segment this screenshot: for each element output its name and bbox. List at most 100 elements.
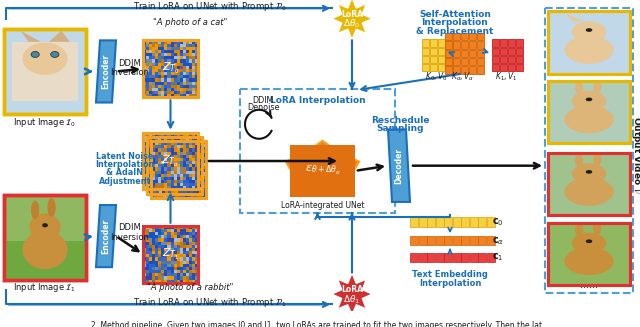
Bar <box>163 181 165 184</box>
Ellipse shape <box>47 198 56 217</box>
Text: Inversion: Inversion <box>110 68 149 77</box>
Bar <box>189 94 192 97</box>
Bar <box>422 64 429 72</box>
Bar <box>200 185 203 188</box>
Bar <box>196 156 199 159</box>
Bar <box>189 145 192 148</box>
Bar <box>182 176 184 179</box>
Bar <box>177 151 180 155</box>
Bar <box>152 69 156 72</box>
Bar <box>168 151 170 155</box>
Bar <box>192 183 195 186</box>
Bar <box>197 179 200 182</box>
Bar <box>184 178 187 181</box>
Bar <box>177 264 180 267</box>
Bar <box>168 62 170 66</box>
Bar <box>189 174 192 177</box>
Bar <box>177 139 180 142</box>
Bar <box>156 142 158 145</box>
Bar <box>143 43 146 47</box>
Bar <box>170 166 172 169</box>
Bar <box>199 165 202 168</box>
Bar <box>180 254 183 257</box>
Bar <box>156 186 158 190</box>
Bar <box>189 43 192 47</box>
Bar <box>161 94 164 97</box>
Bar <box>199 137 202 140</box>
Bar <box>156 187 159 190</box>
Bar <box>200 166 203 169</box>
Bar <box>156 136 158 139</box>
Bar <box>186 136 189 139</box>
Bar <box>177 273 180 276</box>
Bar <box>186 164 189 167</box>
Bar <box>143 91 146 94</box>
Bar <box>149 158 152 161</box>
Bar <box>177 226 180 229</box>
Bar <box>192 132 195 136</box>
Bar <box>164 235 168 238</box>
Bar <box>161 238 164 242</box>
Bar <box>159 149 163 152</box>
Bar <box>164 148 168 151</box>
Text: Self-Attention: Self-Attention <box>419 10 491 19</box>
Bar <box>170 169 172 172</box>
Bar <box>192 177 195 180</box>
Bar <box>164 280 168 283</box>
Bar <box>165 190 168 194</box>
Bar <box>143 142 146 145</box>
Bar <box>170 242 173 245</box>
Bar <box>184 184 187 187</box>
Bar <box>151 185 154 188</box>
Bar <box>193 178 196 181</box>
Bar <box>157 172 160 176</box>
Bar <box>170 144 172 147</box>
Bar <box>177 155 180 158</box>
Bar <box>177 53 180 56</box>
Bar <box>179 179 182 182</box>
Bar <box>180 62 183 66</box>
Bar <box>177 242 180 245</box>
Bar <box>149 264 152 267</box>
Bar <box>172 187 175 190</box>
Text: $K_1,V_1$: $K_1,V_1$ <box>495 70 517 83</box>
Bar <box>189 139 192 142</box>
Bar <box>164 66 168 69</box>
Bar <box>173 242 177 245</box>
Bar <box>175 179 179 182</box>
Bar <box>151 160 154 163</box>
Bar <box>146 66 149 69</box>
Bar <box>152 229 156 232</box>
Bar <box>184 153 188 157</box>
Bar <box>453 33 460 41</box>
Bar <box>149 257 152 261</box>
Bar <box>152 132 156 136</box>
Bar <box>170 261 173 264</box>
Bar <box>186 151 189 155</box>
Ellipse shape <box>564 247 614 275</box>
Bar <box>161 155 164 158</box>
Bar <box>516 64 523 72</box>
Bar <box>143 254 146 257</box>
Bar <box>182 160 184 163</box>
Bar <box>548 11 630 74</box>
Bar <box>154 141 157 144</box>
Bar <box>158 248 161 251</box>
Bar <box>186 81 189 85</box>
Bar <box>168 137 172 140</box>
Bar <box>175 190 177 194</box>
Bar <box>151 166 154 169</box>
Bar <box>189 136 192 139</box>
Bar <box>170 85 173 88</box>
Bar <box>192 257 195 261</box>
Bar <box>165 165 168 168</box>
Bar <box>195 270 198 273</box>
Text: Inversion: Inversion <box>110 232 149 242</box>
Bar <box>152 261 156 264</box>
Bar <box>192 245 195 248</box>
Bar <box>164 174 168 177</box>
Bar <box>161 235 164 238</box>
Bar <box>168 156 172 159</box>
Bar <box>175 188 179 191</box>
Bar <box>196 146 199 149</box>
